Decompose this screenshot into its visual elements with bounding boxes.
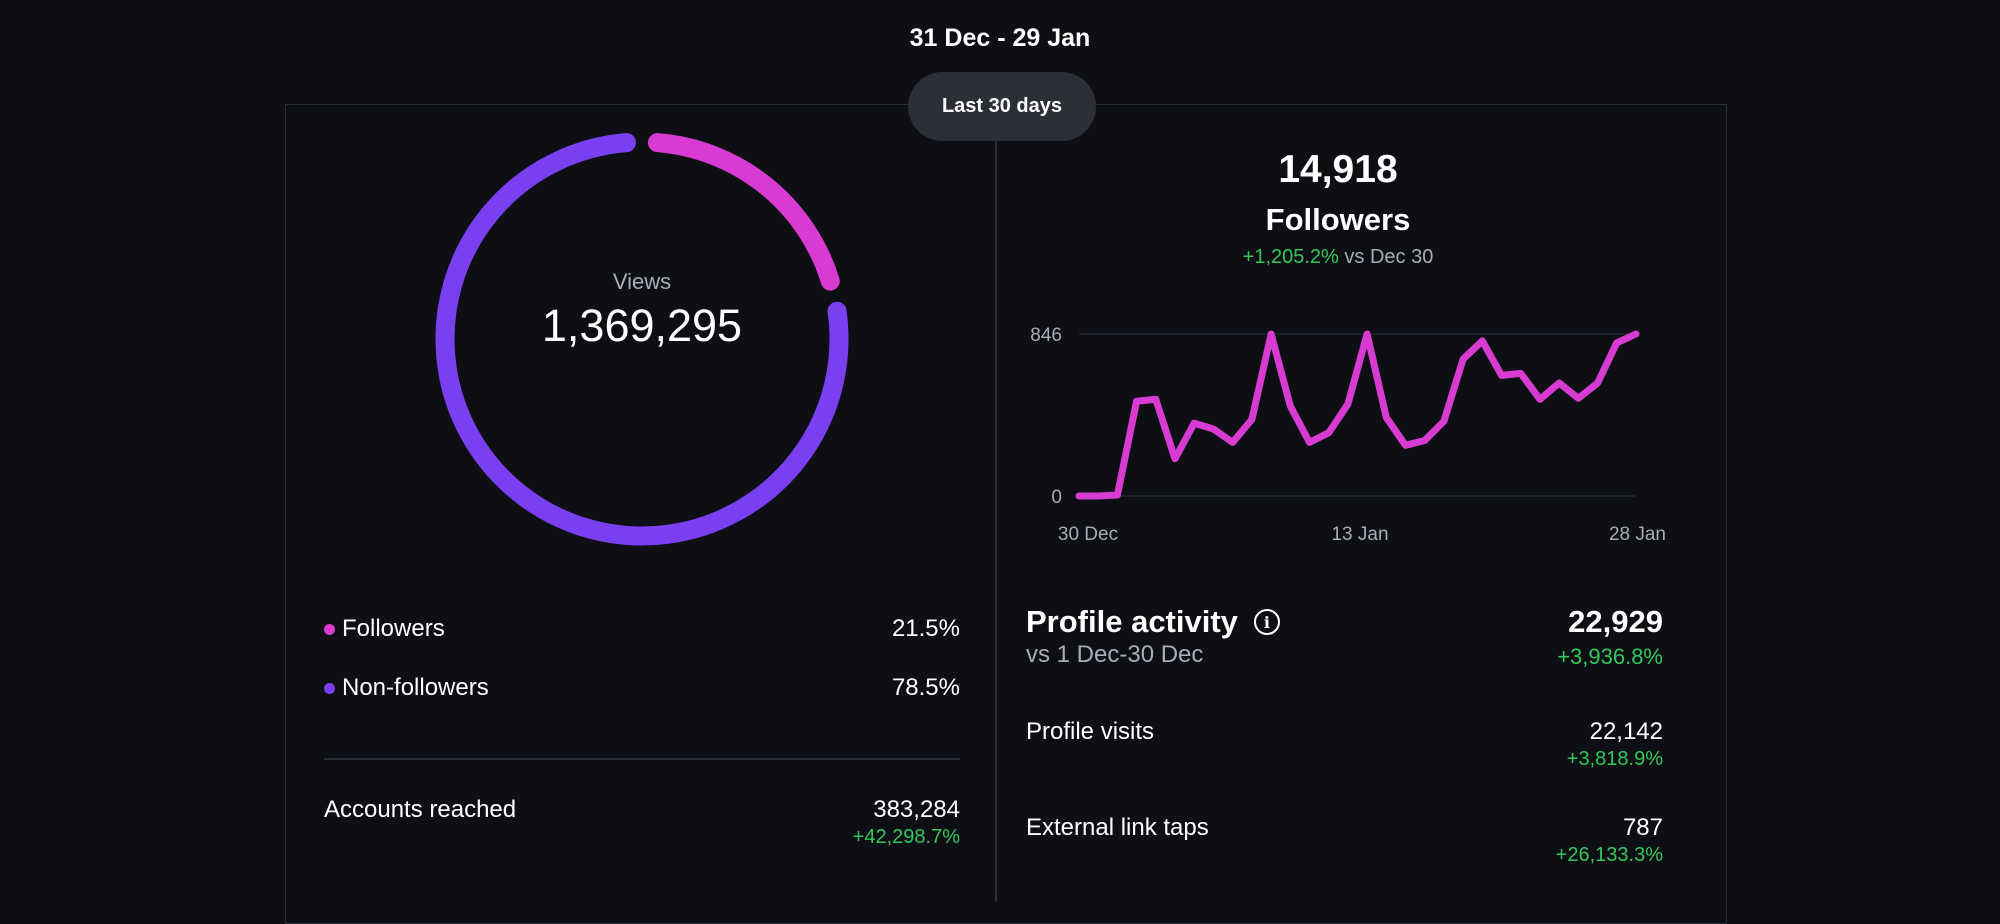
profile-visits-change: +3,818.9%: [1566, 748, 1663, 770]
info-icon[interactable]: i: [1253, 609, 1280, 635]
views-label: Views: [612, 269, 672, 294]
followers-line-chart: 846 0 30 Dec 13 Jan 28 Jan: [1030, 325, 1666, 545]
views-value: 1,369,295: [541, 300, 743, 351]
accounts-reached-label: Accounts reached: [324, 796, 517, 823]
non-followers-dot: [324, 682, 335, 694]
profile-activity-total: 22,929: [1568, 604, 1663, 639]
x-tick-label: 13 Jan: [1331, 524, 1388, 545]
x-tick-label: 30 Dec: [1058, 524, 1118, 545]
legend-label: Followers: [342, 615, 445, 642]
views-donut-chart: [435, 133, 849, 546]
external-link-taps-change: +26,133.3%: [1555, 844, 1663, 866]
profile-activity-header: Profile activity i: [1026, 604, 1280, 640]
accounts-reached-value: 383,284: [873, 796, 960, 823]
y-tick-label: 846: [1030, 325, 1062, 346]
profile-visits-value: 22,142: [1589, 718, 1663, 745]
period-selector-button[interactable]: Last 30 days: [908, 72, 1096, 141]
profile-activity-subtitle: vs 1 Dec-30 Dec: [1026, 641, 1204, 668]
legend-item-non-followers: Non-followers 78.5%: [324, 670, 960, 706]
legend-value: 78.5%: [891, 674, 960, 701]
followers-dot: [324, 623, 335, 635]
profile-activity-title: Profile activity: [1026, 604, 1238, 639]
donut-segment-non-followers: [435, 133, 849, 546]
followers-change: +1,205.2%: [1242, 246, 1339, 268]
followers-count: 14,918: [1278, 148, 1398, 191]
x-tick-label: 28 Jan: [1609, 524, 1666, 545]
donut-segment-followers: [647, 133, 840, 291]
profile-visits-label: Profile visits: [1026, 718, 1155, 745]
legend-item-followers: Followers 21.5%: [324, 611, 960, 647]
y-tick-label: 0: [1051, 487, 1062, 508]
followers-change-row: +1,205.2% vs Dec 30: [1140, 246, 1536, 269]
panel-divider: [995, 104, 997, 902]
followers-title: Followers: [1265, 202, 1411, 237]
legend-label: Non-followers: [342, 674, 489, 701]
followers-series-line: [1075, 330, 1640, 500]
profile-activity-total-change: +3,936.8%: [1557, 644, 1663, 669]
date-range: 31 Dec - 29 Jan: [909, 24, 1091, 52]
accounts-reached-change: +42,298.7%: [852, 826, 960, 848]
external-link-taps-label: External link taps: [1026, 814, 1209, 841]
legend-value: 21.5%: [891, 615, 960, 642]
section-divider: [324, 758, 960, 760]
followers-compare: vs Dec 30: [1344, 246, 1434, 268]
external-link-taps-value: 787: [1622, 814, 1663, 841]
